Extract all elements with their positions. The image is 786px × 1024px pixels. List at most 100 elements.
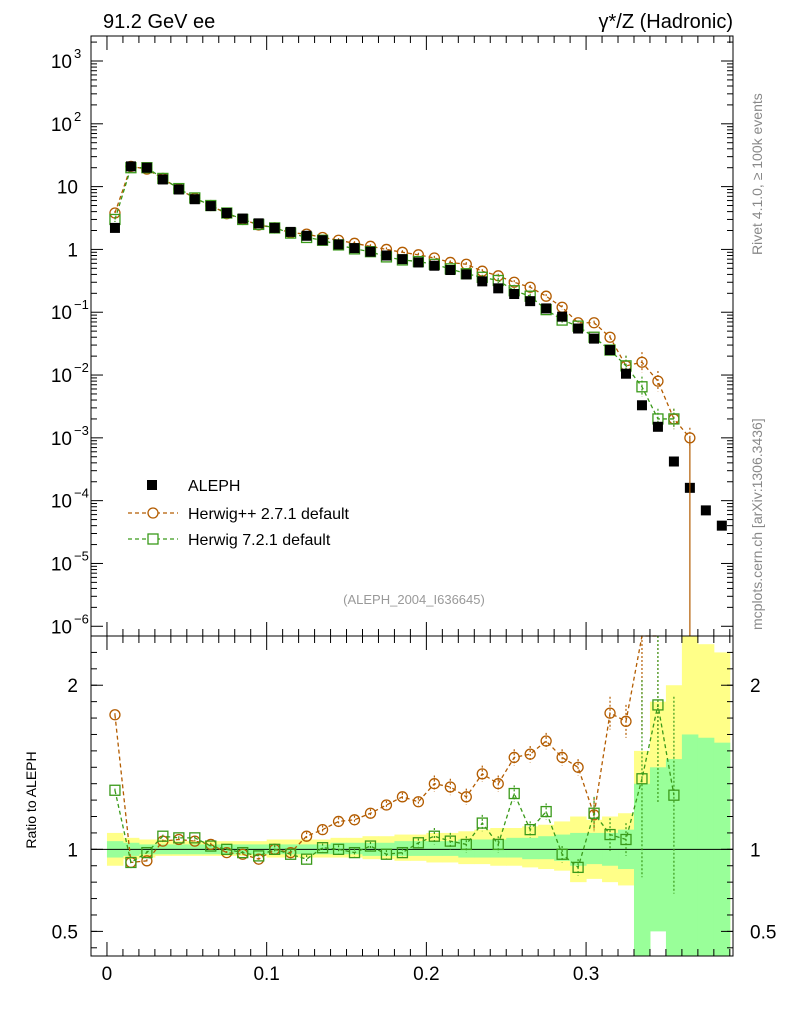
ratio-point-herwigpp [141, 855, 153, 867]
ratio-point-herwig7 [572, 861, 584, 874]
legend-marker-herwigpp [147, 507, 159, 519]
header-right: γ*/Z (Hadronic) [599, 11, 733, 33]
ratio-point-herwigpp [444, 781, 456, 793]
ratio-point-herwig7 [205, 840, 217, 852]
ratio-point-herwigpp [332, 815, 345, 828]
band-inner-bin [538, 836, 555, 860]
band-inner-bin [330, 842, 348, 855]
main-point-herwigpp [652, 375, 664, 387]
ratio-point-herwigpp [428, 778, 441, 790]
main-point-herwig7 [636, 381, 648, 393]
main-ytick-label: 10 [57, 178, 78, 199]
ratio-ytick-label-left: 1 [67, 840, 78, 861]
band-inner-bin [697, 737, 715, 956]
main-point-aleph [621, 368, 631, 379]
ratio-line-herwig7 [114, 704, 675, 869]
ratio-point-herwigpp [572, 761, 584, 773]
main-point-aleph [125, 161, 136, 172]
main-point-aleph [317, 235, 328, 246]
ratio-point-herwigpp [412, 796, 425, 808]
main-ytick-label: 10 [51, 617, 72, 638]
ratio-ytick-label-right: 0.5 [750, 922, 776, 943]
legend: ALEPH Herwig++ 2.7.1 default Herwig 7.2.… [128, 478, 350, 549]
ratio-point-herwigpp [364, 807, 377, 819]
ratio-point-herwig7 [460, 838, 472, 851]
ratio-xtick-label: 0.2 [413, 964, 439, 985]
main-point-herwigpp [556, 301, 568, 313]
ratio-point-herwigpp [316, 823, 329, 836]
main-ytick-label: 10 [51, 303, 72, 324]
main-ytick-label: 10 [51, 554, 72, 575]
main-point-aleph [573, 323, 584, 334]
main-ytick-exponent: 3 [74, 46, 81, 61]
main-ytick-exponent: −1 [74, 297, 89, 312]
main-point-herwigpp [524, 281, 536, 293]
main-point-herwigpp [540, 290, 552, 302]
main-ytick-exponent: −2 [74, 360, 89, 375]
ratio-point-herwig7 [604, 828, 616, 841]
ratio-ytick-label-right: 2 [750, 676, 761, 697]
ratio-point-herwig7 [157, 830, 169, 842]
main-ytick-label: 10 [51, 115, 72, 136]
main-ytick-label: 1 [67, 240, 78, 261]
main-ytick-label: 10 [51, 366, 72, 387]
ratio-point-herwig7 [508, 787, 520, 800]
main-point-aleph [493, 283, 504, 294]
main-point-aleph [157, 174, 168, 185]
ratio-point-herwig7 [221, 843, 233, 855]
ratio-ytick-label-right: 1 [750, 840, 761, 861]
band-inner-bin [586, 832, 603, 865]
ratio-point-herwigpp [604, 707, 616, 719]
ratio-point-herwigpp [540, 735, 552, 747]
main-point-herwigpp [588, 317, 600, 329]
band-inner-bin [474, 839, 491, 858]
main-point-aleph [445, 265, 456, 276]
ratio-point-herwigpp [492, 778, 504, 790]
main-point-aleph [652, 421, 663, 432]
main-point-aleph [349, 243, 360, 254]
main-point-aleph [141, 162, 152, 173]
main-ytick-label: 10 [51, 429, 72, 450]
main-point-aleph [237, 213, 248, 224]
main-point-aleph [205, 201, 216, 212]
main-point-aleph [668, 456, 679, 467]
legend-label-herwig7: Herwig 7.2.1 default [188, 532, 331, 549]
ratio-point-herwig7 [428, 830, 441, 842]
main-point-aleph [429, 260, 440, 271]
main-line-herwigpp [114, 165, 691, 439]
main-point-aleph [700, 505, 711, 516]
ratio-point-herwigpp [300, 830, 313, 842]
ratio-point-herwig7 [269, 843, 281, 855]
band-inner-bin [426, 841, 443, 856]
ratio-point-herwigpp [396, 791, 409, 803]
main-point-aleph [557, 311, 568, 322]
ratio-point-herwig7 [492, 838, 504, 851]
ratio-plot-frame [90, 635, 734, 957]
main-point-aleph [525, 296, 536, 307]
main-ytick-exponent: 2 [74, 109, 81, 124]
main-point-aleph [173, 184, 184, 195]
ratio-point-herwigpp [380, 799, 393, 811]
ratio-point-herwig7 [556, 848, 568, 860]
band-inner-bin [522, 837, 539, 860]
analysis-id: (ALEPH_2004_I636645) [343, 592, 485, 607]
main-point-aleph [461, 269, 472, 280]
main-line-herwig7 [114, 167, 674, 420]
main-point-aleph [301, 230, 312, 241]
ratio-point-herwig7 [332, 843, 345, 855]
main-point-herwigpp [508, 276, 520, 288]
main-ytick-exponent: −6 [74, 611, 89, 626]
legend-marker-herwig7 [147, 533, 159, 545]
legend-label-aleph: ALEPH [188, 478, 240, 495]
ratio-ytick-label-left: 2 [67, 676, 78, 697]
ratio-point-herwig7 [141, 846, 153, 859]
ratio-point-herwig7 [620, 833, 632, 846]
main-point-aleph [716, 520, 727, 531]
ratio-point-herwig7 [189, 832, 201, 844]
mcplots-label: mcplots.cern.ch [arXiv:1306.3436] [749, 418, 765, 630]
ratio-point-herwigpp [524, 748, 536, 760]
ratio-point-herwig7 [348, 846, 361, 859]
main-point-aleph [605, 345, 616, 356]
main-point-herwigpp [604, 331, 616, 343]
